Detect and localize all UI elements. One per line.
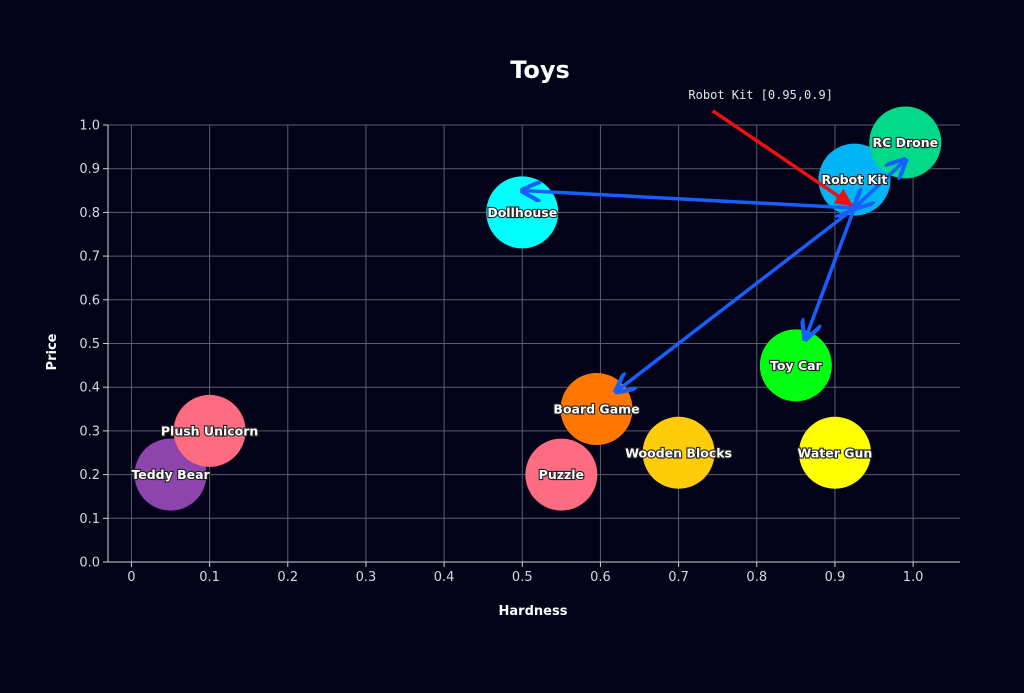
bubble xyxy=(173,394,246,467)
x-tick-label: 0.8 xyxy=(746,570,767,585)
annotation: Robot Kit [0.95,0.9] xyxy=(688,88,853,207)
x-tick-label: 0.6 xyxy=(590,570,611,585)
y-tick-label: 0.1 xyxy=(79,512,100,527)
y-tick-label: 0.0 xyxy=(79,556,100,571)
annotation-text: Robot Kit [0.95,0.9] xyxy=(688,88,833,102)
y-axis-label: Price xyxy=(45,333,60,370)
arrow xyxy=(616,206,857,392)
y-tick-label: 0.2 xyxy=(79,468,100,483)
bubble xyxy=(798,416,871,489)
y-tick-label: 0.8 xyxy=(79,206,100,221)
y-axis-ticks: 0.0 0.1 0.2 0.3 0.4 0.5 0.6 0.7 0.8 0.9 1.0 xyxy=(79,119,108,571)
y-tick-label: 0.6 xyxy=(79,293,100,308)
x-tick-label: 0.9 xyxy=(825,570,846,585)
bubble-label: Teddy Bear xyxy=(131,467,210,482)
bubble xyxy=(642,416,715,489)
bubble-label: Board Game xyxy=(553,402,639,417)
x-tick-label: 0.5 xyxy=(512,570,533,585)
x-tick-label: 0.3 xyxy=(356,570,377,585)
bubble-label: Dollhouse xyxy=(487,205,557,220)
bubble-label: Water Gun xyxy=(798,445,873,460)
bubble xyxy=(525,438,598,511)
x-axis-label: Hardness xyxy=(499,604,568,619)
y-tick-label: 0.5 xyxy=(79,337,100,352)
x-tick-label: 0.2 xyxy=(277,570,298,585)
y-tick-label: 0.3 xyxy=(79,424,100,439)
bubble-label: Puzzle xyxy=(539,467,584,482)
arrow xyxy=(854,160,905,208)
y-tick-label: 0.9 xyxy=(79,162,100,177)
bubble-label: Plush Unicorn xyxy=(161,423,258,438)
bubble-label: Wooden Blocks xyxy=(625,445,732,460)
x-tick-label: 0 xyxy=(127,570,135,585)
arrow xyxy=(522,191,854,208)
x-tick-label: 0.4 xyxy=(434,570,455,585)
y-tick-label: 0.4 xyxy=(79,381,100,396)
annotation-arrow xyxy=(711,109,853,207)
arrow xyxy=(805,206,857,339)
x-tick-label: 1.0 xyxy=(903,570,924,585)
x-tick-label: 0.7 xyxy=(668,570,689,585)
x-tick-label: 0.1 xyxy=(199,570,220,585)
y-tick-label: 1.0 xyxy=(79,119,100,134)
bubble xyxy=(759,329,832,402)
bubble-label: Toy Car xyxy=(770,358,823,373)
x-axis-ticks: 0 0.1 0.2 0.3 0.4 0.5 0.6 0.7 0.8 0.9 1.0 xyxy=(127,562,923,585)
bubble-labels: Teddy Bear Plush Unicorn Puzzle Board Game W… xyxy=(130,134,939,483)
bubble-label: Robot Kit xyxy=(821,172,887,187)
chart-title: Toys xyxy=(510,56,570,84)
bubble-label: RC Drone xyxy=(872,135,938,150)
arrows xyxy=(522,160,905,392)
y-tick-label: 0.7 xyxy=(79,250,100,265)
